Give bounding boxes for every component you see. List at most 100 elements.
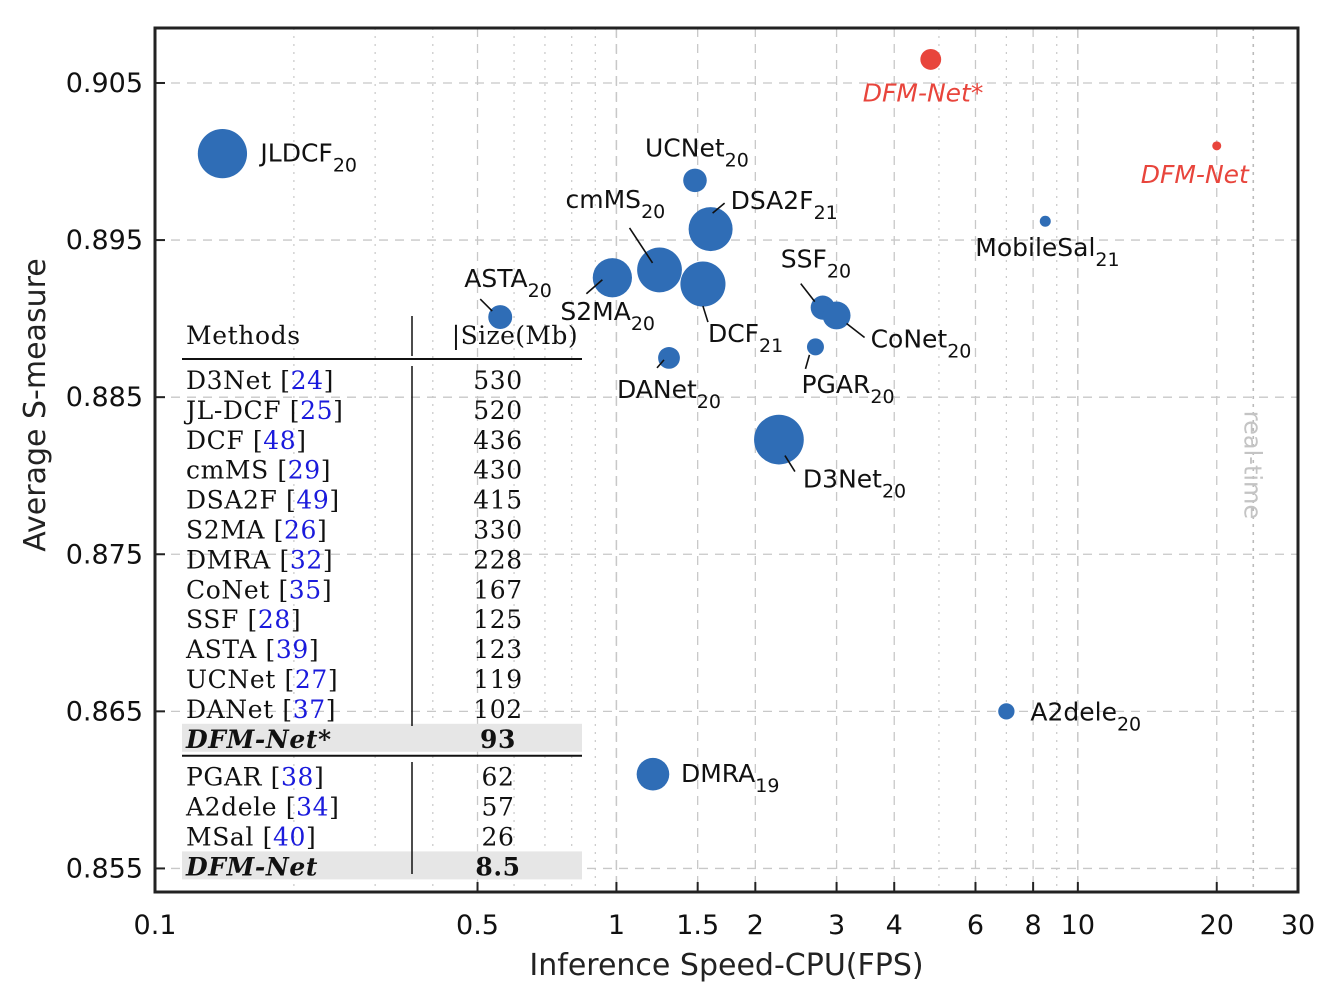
- point-cmms: [637, 247, 682, 293]
- point-danet: [658, 346, 680, 369]
- y-tick-label: 0.905: [66, 68, 143, 99]
- point-labels: JLDCF20 UCNet20 DSA2F21 cmMS20 S2MA20 DCF21 AS…: [258, 78, 1250, 797]
- table-row-highlight: [182, 723, 582, 752]
- table-size-cell: 123: [473, 635, 523, 664]
- table-size-cell: 62: [481, 763, 514, 792]
- point-label: DSA2F21: [731, 186, 838, 224]
- point-label: PGAR20: [801, 370, 894, 408]
- point-label: JLDCF20: [258, 139, 357, 177]
- point-label: A2dele20: [1030, 697, 1141, 735]
- y-tick-label: 0.885: [66, 382, 143, 413]
- point-pgar: [806, 338, 824, 356]
- point-dfm-net-: [920, 49, 942, 70]
- point-label: D3Net20: [803, 465, 906, 503]
- y-tick-label: 0.865: [66, 696, 143, 727]
- data-points: [197, 49, 1222, 791]
- point-label: ASTA20: [464, 264, 552, 302]
- axes-frame: [153, 26, 1300, 894]
- table-size-cell: 520: [473, 396, 523, 425]
- point-dmra: [636, 757, 670, 791]
- table-size-cell: 228: [473, 545, 523, 574]
- point-ucnet: [683, 168, 707, 193]
- table-size-cell: 93: [480, 725, 516, 754]
- table-method-cell: DFM-Net: [185, 852, 318, 881]
- y-tick-label: 0.895: [66, 225, 143, 256]
- leader-line: [804, 354, 811, 370]
- leader-line: [479, 298, 493, 312]
- leader-line: [800, 283, 816, 303]
- table-size-cell: 57: [481, 793, 514, 822]
- table-method-cell: DANet [37]: [186, 695, 336, 724]
- point-jldcf: [197, 129, 248, 179]
- table-size-cell: 125: [473, 605, 523, 634]
- table-size-cell: 430: [473, 456, 523, 485]
- leader-line: [846, 322, 866, 339]
- point-label: DFM-Net: [1141, 160, 1250, 189]
- table-size-cell: 436: [473, 426, 523, 455]
- table-header-size: |Size(Mb): [452, 321, 578, 351]
- x-tick-label: 4: [886, 910, 903, 941]
- table-size-cell: 415: [473, 486, 523, 515]
- point-label: cmMS20: [566, 185, 666, 223]
- point-label: DANet20: [617, 375, 721, 413]
- x-tick-label: 0.1: [134, 910, 177, 941]
- leader-line: [784, 455, 796, 473]
- table-method-cell: DSA2F [49]: [186, 486, 340, 515]
- axes: 0.855 0.865 0.875 0.885 0.895 0.905 0.1 0.5 1 1.5…: [18, 26, 1315, 983]
- table-method-cell: CoNet [35]: [186, 575, 332, 604]
- y-axis-label: Average S-measure: [18, 258, 53, 551]
- table-size-cell: 26: [481, 823, 514, 852]
- table-method-cell: JL-DCF [25]: [183, 396, 343, 425]
- table-method-cell: D3Net [24]: [186, 366, 334, 395]
- leader-line: [712, 202, 726, 214]
- table-method-cell: DFM-Net*: [185, 725, 332, 754]
- point-d3net: [754, 414, 804, 465]
- point-label: DMRA19: [681, 759, 779, 797]
- x-tick-label: 1: [608, 910, 625, 941]
- leader-line: [702, 305, 709, 323]
- point-dsa2f: [688, 207, 733, 252]
- size-table: Methods |Size(Mb) D3Net [24] 530 JL-DCF [25]…: [182, 316, 582, 881]
- leader-line: [656, 359, 665, 369]
- table-row-highlight: [182, 851, 582, 880]
- x-tick-label: 20: [1200, 910, 1234, 941]
- point-dcf: [680, 261, 726, 307]
- table-method-cell: DCF [48]: [186, 426, 307, 455]
- table-size-cell: 8.5: [475, 852, 520, 881]
- table-method-cell: SSF [28]: [186, 605, 301, 634]
- point-dfm-net: [1212, 141, 1222, 151]
- point-label: CoNet20: [871, 324, 972, 362]
- x-tick-label: 10: [1061, 910, 1095, 941]
- point-label: DCF21: [708, 319, 783, 357]
- table-header-methods: Methods: [186, 321, 301, 350]
- point-label: MobileSal21: [975, 233, 1119, 271]
- table-size-cell: 102: [473, 695, 523, 724]
- table-method-cell: S2MA [26]: [186, 516, 327, 545]
- table-size-cell: 530: [473, 366, 523, 395]
- x-axis-label: Inference Speed-CPU(FPS): [529, 948, 923, 983]
- point-label: UCNet20: [645, 133, 749, 171]
- x-tick-label: 2: [747, 910, 764, 941]
- leader-line: [628, 227, 654, 264]
- x-tick-label: 3: [828, 910, 845, 941]
- x-tick-label: 6: [967, 910, 984, 941]
- x-tick-label: 8: [1025, 910, 1042, 941]
- table-method-cell: ASTA [39]: [185, 635, 319, 664]
- point-label: SSF20: [781, 245, 851, 283]
- table-method-cell: MSal [40]: [186, 823, 316, 852]
- table-size-cell: 119: [473, 665, 523, 694]
- point-label: DFM-Net*: [863, 78, 984, 107]
- y-tick-label: 0.875: [66, 539, 143, 570]
- point-label: S2MA20: [560, 297, 655, 335]
- table-method-cell: cmMS [29]: [186, 456, 331, 485]
- table-method-cell: PGAR [38]: [186, 763, 324, 792]
- point-asta: [488, 305, 513, 330]
- y-tick-label: 0.855: [66, 853, 143, 884]
- table-method-cell: A2dele [34]: [185, 793, 339, 822]
- table-method-cell: UCNet [27]: [186, 665, 338, 694]
- point-conet: [822, 301, 851, 330]
- point-a2dele: [998, 703, 1015, 720]
- point-mobilesal: [1039, 215, 1051, 227]
- x-tick-label: 30: [1281, 910, 1315, 941]
